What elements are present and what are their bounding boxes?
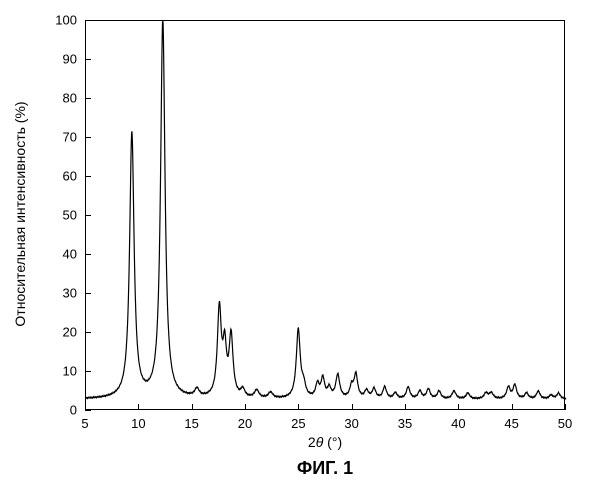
x-tick-label: 35	[390, 416, 420, 431]
y-tick-mark	[85, 293, 91, 294]
xrd-figure: Относительная интенсивность (%) 2θ (°) Ф…	[0, 0, 595, 500]
x-axis-label-prefix: 2	[308, 434, 316, 450]
x-tick-mark	[192, 404, 193, 410]
plot-area	[85, 20, 565, 410]
x-tick-label: 20	[230, 416, 260, 431]
x-axis-label: 2θ (°)	[295, 434, 355, 450]
y-tick-mark	[85, 59, 91, 60]
x-tick-mark	[458, 404, 459, 410]
x-tick-label: 40	[443, 416, 473, 431]
y-tick-label: 50	[37, 208, 77, 223]
y-tick-mark	[85, 176, 91, 177]
y-tick-label: 30	[37, 286, 77, 301]
x-tick-mark	[405, 404, 406, 410]
x-tick-mark	[565, 404, 566, 410]
x-tick-label: 45	[497, 416, 527, 431]
x-tick-label: 50	[550, 416, 580, 431]
y-axis-label: Относительная интенсивность (%)	[12, 84, 28, 344]
y-tick-label: 100	[37, 13, 77, 28]
y-tick-label: 70	[37, 130, 77, 145]
y-tick-mark	[85, 254, 91, 255]
y-tick-mark	[85, 20, 91, 21]
x-axis-label-unit: (°)	[323, 434, 342, 450]
xrd-trace	[86, 21, 566, 411]
x-tick-mark	[352, 404, 353, 410]
x-tick-mark	[138, 404, 139, 410]
x-tick-label: 15	[177, 416, 207, 431]
y-tick-mark	[85, 371, 91, 372]
y-tick-label: 80	[37, 91, 77, 106]
y-tick-label: 40	[37, 247, 77, 262]
figure-caption: ФИГ. 1	[275, 458, 375, 479]
y-tick-mark	[85, 98, 91, 99]
x-tick-mark	[298, 404, 299, 410]
x-tick-mark	[85, 404, 86, 410]
y-tick-mark	[85, 215, 91, 216]
y-tick-label: 60	[37, 169, 77, 184]
x-tick-mark	[512, 404, 513, 410]
y-tick-label: 10	[37, 364, 77, 379]
x-tick-label: 30	[337, 416, 367, 431]
y-tick-label: 90	[37, 52, 77, 67]
y-tick-label: 20	[37, 325, 77, 340]
y-tick-mark	[85, 410, 91, 411]
trace-polyline	[86, 21, 566, 399]
x-tick-label: 10	[123, 416, 153, 431]
x-tick-label: 5	[70, 416, 100, 431]
y-tick-mark	[85, 137, 91, 138]
y-tick-mark	[85, 332, 91, 333]
x-tick-label: 25	[283, 416, 313, 431]
x-tick-mark	[245, 404, 246, 410]
